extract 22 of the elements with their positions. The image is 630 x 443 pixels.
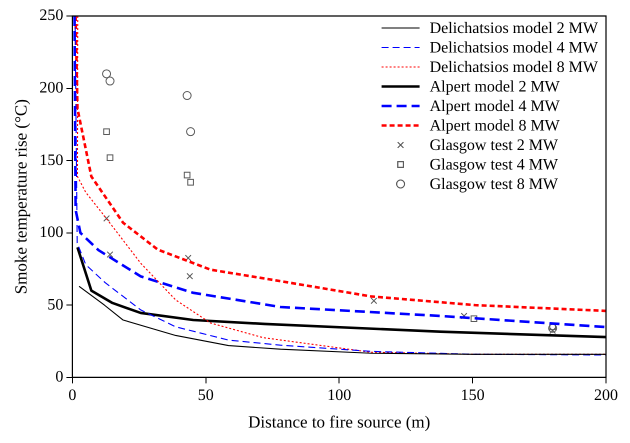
y-tick-label: 200 [39, 79, 64, 96]
y-tick-label: 50 [47, 296, 64, 314]
legend-label: Delichatsios model 8 MW [430, 59, 599, 76]
legend-label: Glasgow test 2 MW [430, 137, 559, 154]
x-axis-title: Distance to fire source (m) [248, 412, 430, 432]
y-tick-label: 0 [55, 368, 64, 386]
legend-label: Glasgow test 4 MW [430, 156, 559, 174]
x-tick-label: 150 [460, 387, 485, 404]
y-tick-label: 100 [39, 224, 64, 242]
y-tick-label: 250 [39, 7, 64, 24]
legend-label: Alpert model 2 MW [430, 78, 561, 96]
legend-label: Glasgow test 8 MW [430, 176, 559, 194]
x-tick-label: 50 [198, 387, 214, 404]
x-tick-label: 200 [594, 387, 618, 404]
y-axis-title: Smoke temperature rise (°C) [12, 99, 31, 294]
x-tick-label: 100 [327, 387, 352, 404]
legend-label: Delichatsios model 2 MW [430, 20, 599, 38]
x-tick-label: 0 [68, 387, 76, 404]
legend-label: Delichatsios model 4 MW [430, 40, 599, 57]
y-tick-label: 150 [39, 152, 64, 169]
legend-label: Alpert model 8 MW [430, 118, 561, 135]
legend-label: Alpert model 4 MW [430, 98, 561, 116]
